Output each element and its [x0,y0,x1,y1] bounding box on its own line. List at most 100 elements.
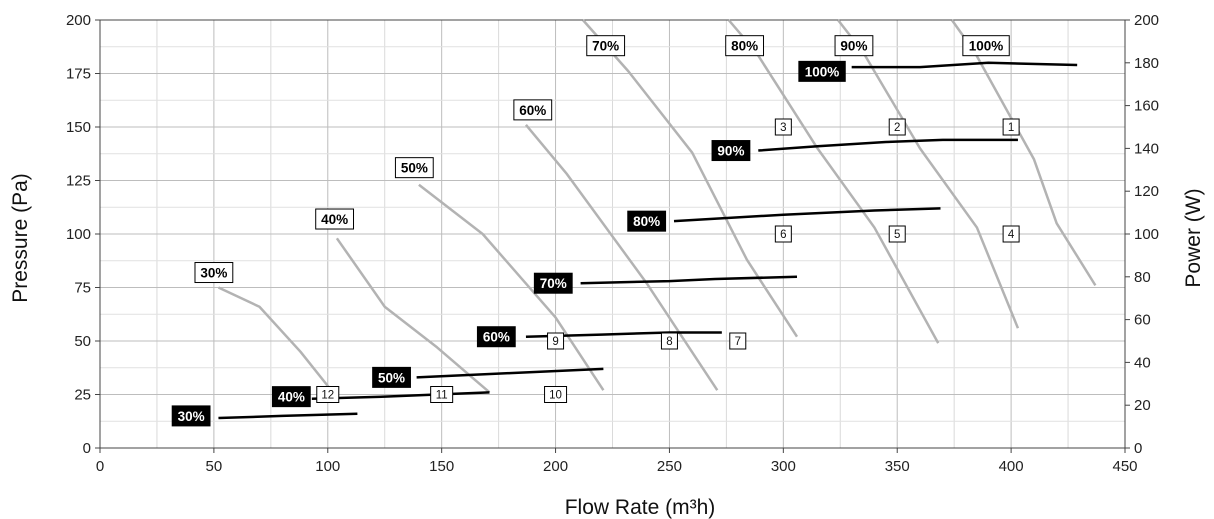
x-tick-label: 400 [999,458,1024,475]
operating-point-box [888,118,906,136]
operating-point-10: 10 [549,390,562,402]
operating-point-box [729,332,747,350]
power-label-100pct-box [798,60,846,82]
x-tick-label: 200 [543,458,568,475]
operating-point-box [430,386,454,403]
y2-tick-label: 40 [1134,354,1151,371]
operating-point-11: 11 [436,390,448,402]
curve-labels: 30% 40% 50% 60% 70% 80% 90% 100% 30% 40% 50% 60% 70%… [171,35,1010,427]
power-label-50pct: 50% [378,370,405,385]
operating-point-box [1002,118,1020,136]
pressure-label-70pct-box [586,35,626,57]
axis-ticks: 0 50 100 150 200 250 300 350 400 4500255075100125… [66,12,1159,475]
operating-point-box [1002,225,1020,243]
power-curve-80pct [673,207,941,223]
y2-tick-label: 20 [1134,397,1151,414]
pressure-label-80pct: 80% [731,39,758,54]
pressure-curve-30pct [217,286,336,396]
y-tick-label: 125 [66,173,91,190]
x-tick-label: 0 [96,458,104,475]
y-tick-label: 0 [83,440,91,457]
y-tick-label: 50 [74,333,91,350]
pressure-label-60pct: 60% [519,103,546,118]
y-tick-label: 75 [74,280,91,297]
operating-point-4: 4 [1008,229,1015,241]
power-curve-90pct [758,138,1018,152]
y2-tick-label: 100 [1134,226,1159,243]
power-curve-70pct [580,275,798,285]
power-label-30pct: 30% [178,409,205,424]
pressure-curve-50pct [418,183,605,391]
pressure-label-30pct: 30% [200,266,227,281]
pressure-label-90pct-box [834,35,874,57]
pressure-curve-60pct [524,124,719,391]
operating-point-9: 9 [552,336,558,348]
pressure-label-90pct: 90% [840,39,867,54]
power-label-80pct: 80% [633,214,660,229]
y2-tick-label: 160 [1134,98,1159,115]
y-tick-label: 100 [66,226,91,243]
operating-point-3: 3 [780,122,786,134]
y2-tick-label: 180 [1134,55,1159,72]
power-label-90pct-box [711,140,751,162]
x-axis-title: Flow Rate (m³h) [565,496,716,519]
y2-axis-title: Power (W) [1182,188,1205,287]
x-tick-label: 300 [771,458,796,475]
pressure-label-40pct: 40% [321,212,348,227]
grid-lines [99,19,1126,449]
power-label-70pct-box [533,272,573,294]
y2-tick-label: 140 [1134,140,1159,157]
pressure-label-30pct-box [194,262,234,284]
operating-point-2: 2 [894,122,900,134]
pressure-label-80pct-box [725,35,765,57]
operating-point-8: 8 [666,336,672,348]
pressure-curve-40pct [335,237,491,394]
power-label-60pct-box [476,326,516,348]
y-tick-label: 150 [66,119,91,136]
operating-point-box [544,386,568,403]
power-curve-50pct [416,367,604,379]
operating-point-box [316,386,340,403]
power-label-30pct-box [171,405,211,427]
operating-point-box [660,332,678,350]
power-label-70pct: 70% [540,276,567,291]
y2-tick-label: 60 [1134,312,1151,329]
y-tick-label: 200 [66,12,91,29]
power-label-80pct-box [627,210,667,232]
operating-point-5: 5 [894,229,900,241]
pressure-label-100pct: 100% [969,39,1004,54]
power-curves [218,61,1078,420]
power-label-50pct-box [372,366,411,388]
operating-point-6: 6 [780,229,786,241]
power-label-90pct: 90% [717,144,744,159]
pressure-label-50pct-box [394,157,434,179]
y-axis-title: Pressure (Pa) [9,173,32,303]
operating-point-box [774,118,792,136]
y2-tick-label: 200 [1134,12,1159,29]
pressure-label-70pct: 70% [592,39,619,54]
power-label-40pct-box [271,386,311,408]
pressure-label-40pct-box [315,208,355,230]
power-label-40pct: 40% [278,390,305,405]
operating-point-1: 1 [1008,122,1014,134]
y-tick-label: 175 [66,66,91,83]
operating-point-box [888,225,906,243]
x-tick-label: 250 [657,458,682,475]
y2-tick-label: 0 [1134,440,1142,457]
power-curve-100pct [851,61,1078,69]
operating-point-box [547,332,565,350]
operating-point-12: 12 [321,390,334,402]
pressure-label-60pct-box [513,99,553,121]
power-label-60pct: 60% [483,330,510,345]
operating-point-7: 7 [735,336,741,348]
pressure-label-100pct-box [962,35,1010,57]
operating-point-box [774,225,792,243]
x-tick-label: 100 [315,458,340,475]
x-tick-label: 350 [885,458,910,475]
power-curve-30pct [218,412,358,420]
y-tick-label: 25 [74,387,91,404]
pressure-label-50pct: 50% [401,161,428,176]
x-tick-label: 450 [1112,458,1137,475]
